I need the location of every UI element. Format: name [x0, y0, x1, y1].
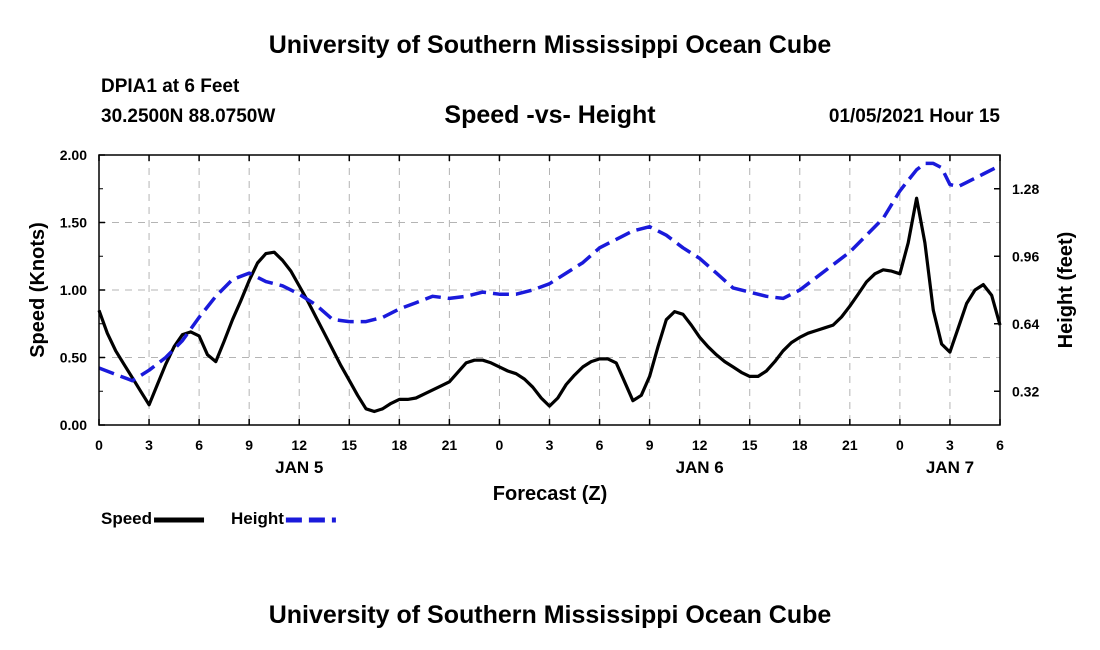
- y-left-tick-label: 1.50: [60, 215, 87, 231]
- x-tick-label: 6: [195, 437, 203, 453]
- legend-label-height: Height: [231, 509, 284, 528]
- y-right-tick-label: 0.96: [1012, 248, 1039, 264]
- x-day-label: JAN 6: [676, 458, 724, 477]
- x-tick-label: 18: [792, 437, 808, 453]
- station-label: DPIA1 at 6 Feet: [101, 76, 240, 97]
- x-tick-label: 3: [546, 437, 554, 453]
- series-line-speed: [97, 196, 1002, 414]
- legend-label-speed: Speed: [101, 509, 152, 528]
- y-left-tick-label: 2.00: [60, 147, 87, 163]
- axes-layer: 0 3 6 9 12 15 18 21 0 3 6 9 12 15 18 21 0 3 6 JAN 5 JAN 6 JAN…: [60, 147, 1040, 477]
- x-tick-label: 12: [291, 437, 307, 453]
- x-tick-label: 3: [946, 437, 954, 453]
- x-tick-label: 9: [646, 437, 654, 453]
- x-tick-label: 15: [341, 437, 357, 453]
- x-tick-label: 6: [996, 437, 1004, 453]
- y-left-tick-label: 0.00: [60, 417, 87, 433]
- y-left-tick-label: 1.00: [60, 282, 87, 298]
- x-tick-label: 0: [95, 437, 103, 453]
- y-left-tick-label: 0.50: [60, 350, 87, 366]
- y-right-axis-title: Height (feet): [1055, 232, 1077, 349]
- y-left-axis-title: Speed (Knots): [27, 222, 49, 358]
- x-axis-title: Forecast (Z): [493, 483, 607, 505]
- datetime-label: 01/05/2021 Hour 15: [828, 106, 1000, 127]
- x-tick-label: 21: [842, 437, 858, 453]
- x-tick-label: 0: [896, 437, 904, 453]
- x-tick-label: 15: [742, 437, 758, 453]
- y-right-tick-label: 0.64: [1012, 316, 1039, 332]
- x-day-label: JAN 7: [926, 458, 974, 477]
- chart-legend: Speed Height: [101, 509, 336, 528]
- footer-title: University of Southern Mississippi Ocean…: [268, 601, 832, 629]
- x-tick-label: 12: [692, 437, 708, 453]
- y-right-tick-label: 1.28: [1012, 181, 1039, 197]
- x-tick-label: 0: [496, 437, 504, 453]
- x-tick-label: 9: [245, 437, 253, 453]
- series-layer: [97, 161, 1002, 414]
- page-title: University of Southern Mississippi Ocean…: [268, 31, 832, 59]
- y-right-tick-label: 0.32: [1012, 383, 1039, 399]
- x-tick-label: 18: [392, 437, 408, 453]
- x-day-label: JAN 5: [275, 458, 323, 477]
- x-tick-label: 21: [442, 437, 458, 453]
- x-tick-label: 6: [596, 437, 604, 453]
- chart-subtitle: Speed -vs- Height: [444, 101, 656, 129]
- chart-grid: [99, 155, 1000, 425]
- series-line-height: [98, 161, 1001, 383]
- x-tick-label: 3: [145, 437, 153, 453]
- coordinates-label: 30.2500N 88.0750W: [101, 106, 276, 127]
